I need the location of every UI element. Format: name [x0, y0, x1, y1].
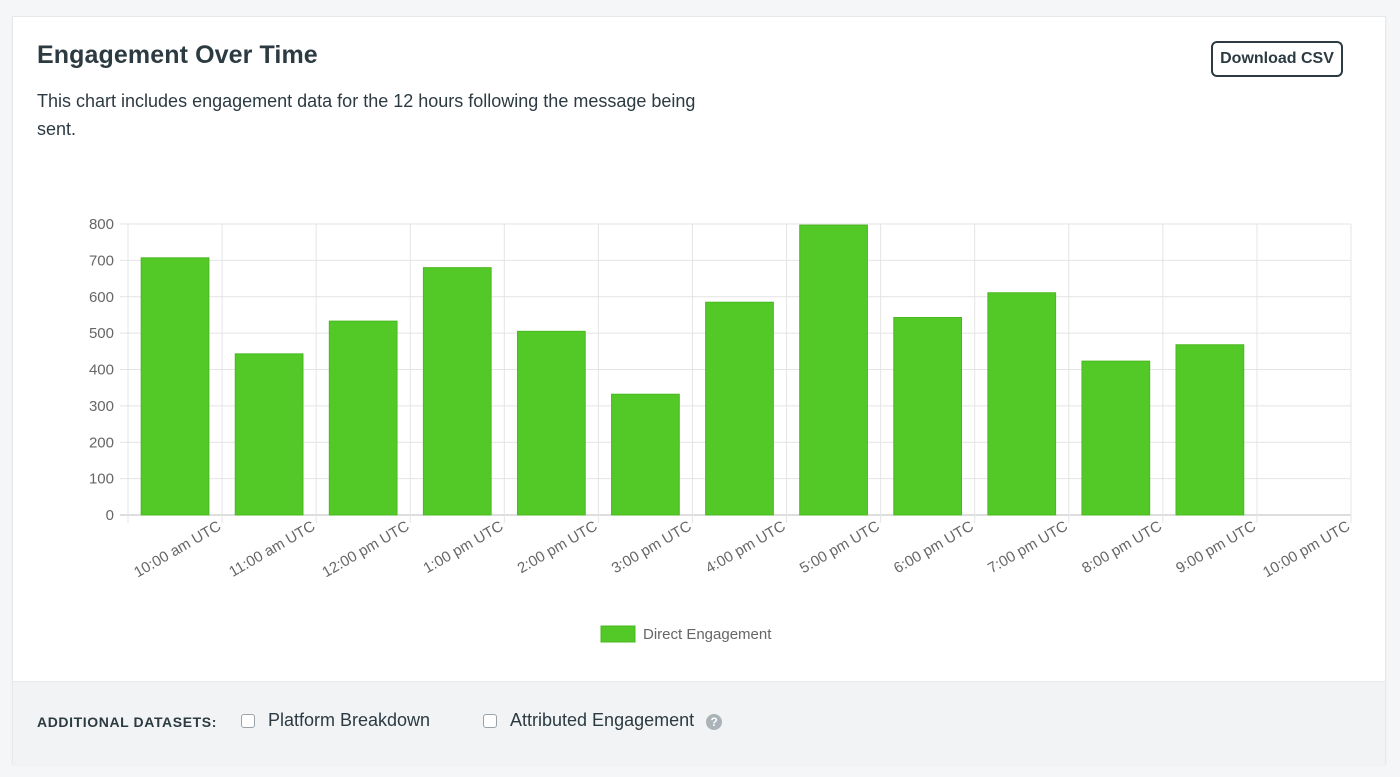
x-tick-label: 10:00 pm UTC: [1260, 518, 1353, 582]
question-circle-icon[interactable]: ?: [706, 714, 723, 730]
bar: [1081, 360, 1151, 516]
bar: [987, 292, 1057, 516]
bar: [799, 224, 868, 516]
y-tick-label: 700: [89, 252, 114, 269]
legend-swatch: [600, 625, 636, 643]
y-tick-label: 800: [89, 216, 114, 233]
y-tick-label: 200: [89, 434, 114, 451]
y-tick-label: 100: [89, 471, 114, 488]
bar: [893, 316, 963, 516]
attributed-engagement-option[interactable]: Attributed Engagement ?: [483, 710, 723, 731]
bar: [516, 330, 586, 516]
y-tick-label: 500: [89, 325, 114, 342]
x-tick-label: 1:00 pm UTC: [421, 518, 507, 577]
x-tick-label: 3:00 pm UTC: [609, 518, 695, 577]
x-tick-label: 12:00 pm UTC: [319, 518, 412, 582]
additional-datasets-label: ADDITIONAL DATASETS:: [37, 714, 217, 730]
bar: [705, 301, 774, 516]
x-tick-label: 4:00 pm UTC: [703, 518, 789, 577]
attributed-engagement-checkbox[interactable]: [483, 713, 497, 728]
attributed-engagement-label: Attributed Engagement: [510, 710, 695, 730]
x-tick-label: 2:00 pm UTC: [515, 518, 601, 577]
x-tick-label: 7:00 pm UTC: [985, 518, 1071, 577]
legend-label: Direct Engagement: [643, 626, 772, 643]
y-tick-label: 0: [106, 507, 114, 524]
download-csv-button[interactable]: Download CSV: [1211, 41, 1343, 77]
x-tick-label: 8:00 pm UTC: [1079, 518, 1165, 577]
platform-breakdown-checkbox[interactable]: [241, 713, 255, 728]
y-tick-label: 600: [89, 289, 114, 306]
bars: [140, 224, 1245, 516]
x-tick-label: 9:00 pm UTC: [1173, 518, 1259, 577]
bar: [234, 353, 304, 516]
platform-breakdown-label: Platform Breakdown: [268, 710, 431, 730]
engagement-card: Engagement Over Time This chart includes…: [12, 16, 1386, 764]
engagement-bar-chart: 0 100 200 300 400 500 600 700 800 10:00 am UTC 11:…: [89, 216, 1353, 643]
x-tick-label: 5:00 pm UTC: [797, 518, 883, 577]
legend: Direct Engagement: [600, 625, 772, 643]
bar: [1175, 344, 1245, 516]
chart-subtitle: This chart includes engagement data for …: [37, 91, 696, 139]
y-tick-label: 400: [89, 362, 114, 379]
x-tick-label: 6:00 pm UTC: [891, 518, 977, 577]
x-tick-label: 11:00 am UTC: [226, 518, 318, 581]
bar: [422, 267, 492, 516]
chart-title: Engagement Over Time: [37, 41, 318, 69]
bar: [611, 393, 680, 516]
bar: [140, 257, 210, 516]
bar: [328, 320, 398, 516]
y-tick-label: 300: [89, 398, 114, 415]
platform-breakdown-option[interactable]: Platform Breakdown: [241, 710, 430, 731]
x-tick-label: 10:00 am UTC: [131, 518, 224, 582]
additional-datasets-bar: ADDITIONAL DATASETS: Platform Breakdown …: [13, 681, 1385, 764]
